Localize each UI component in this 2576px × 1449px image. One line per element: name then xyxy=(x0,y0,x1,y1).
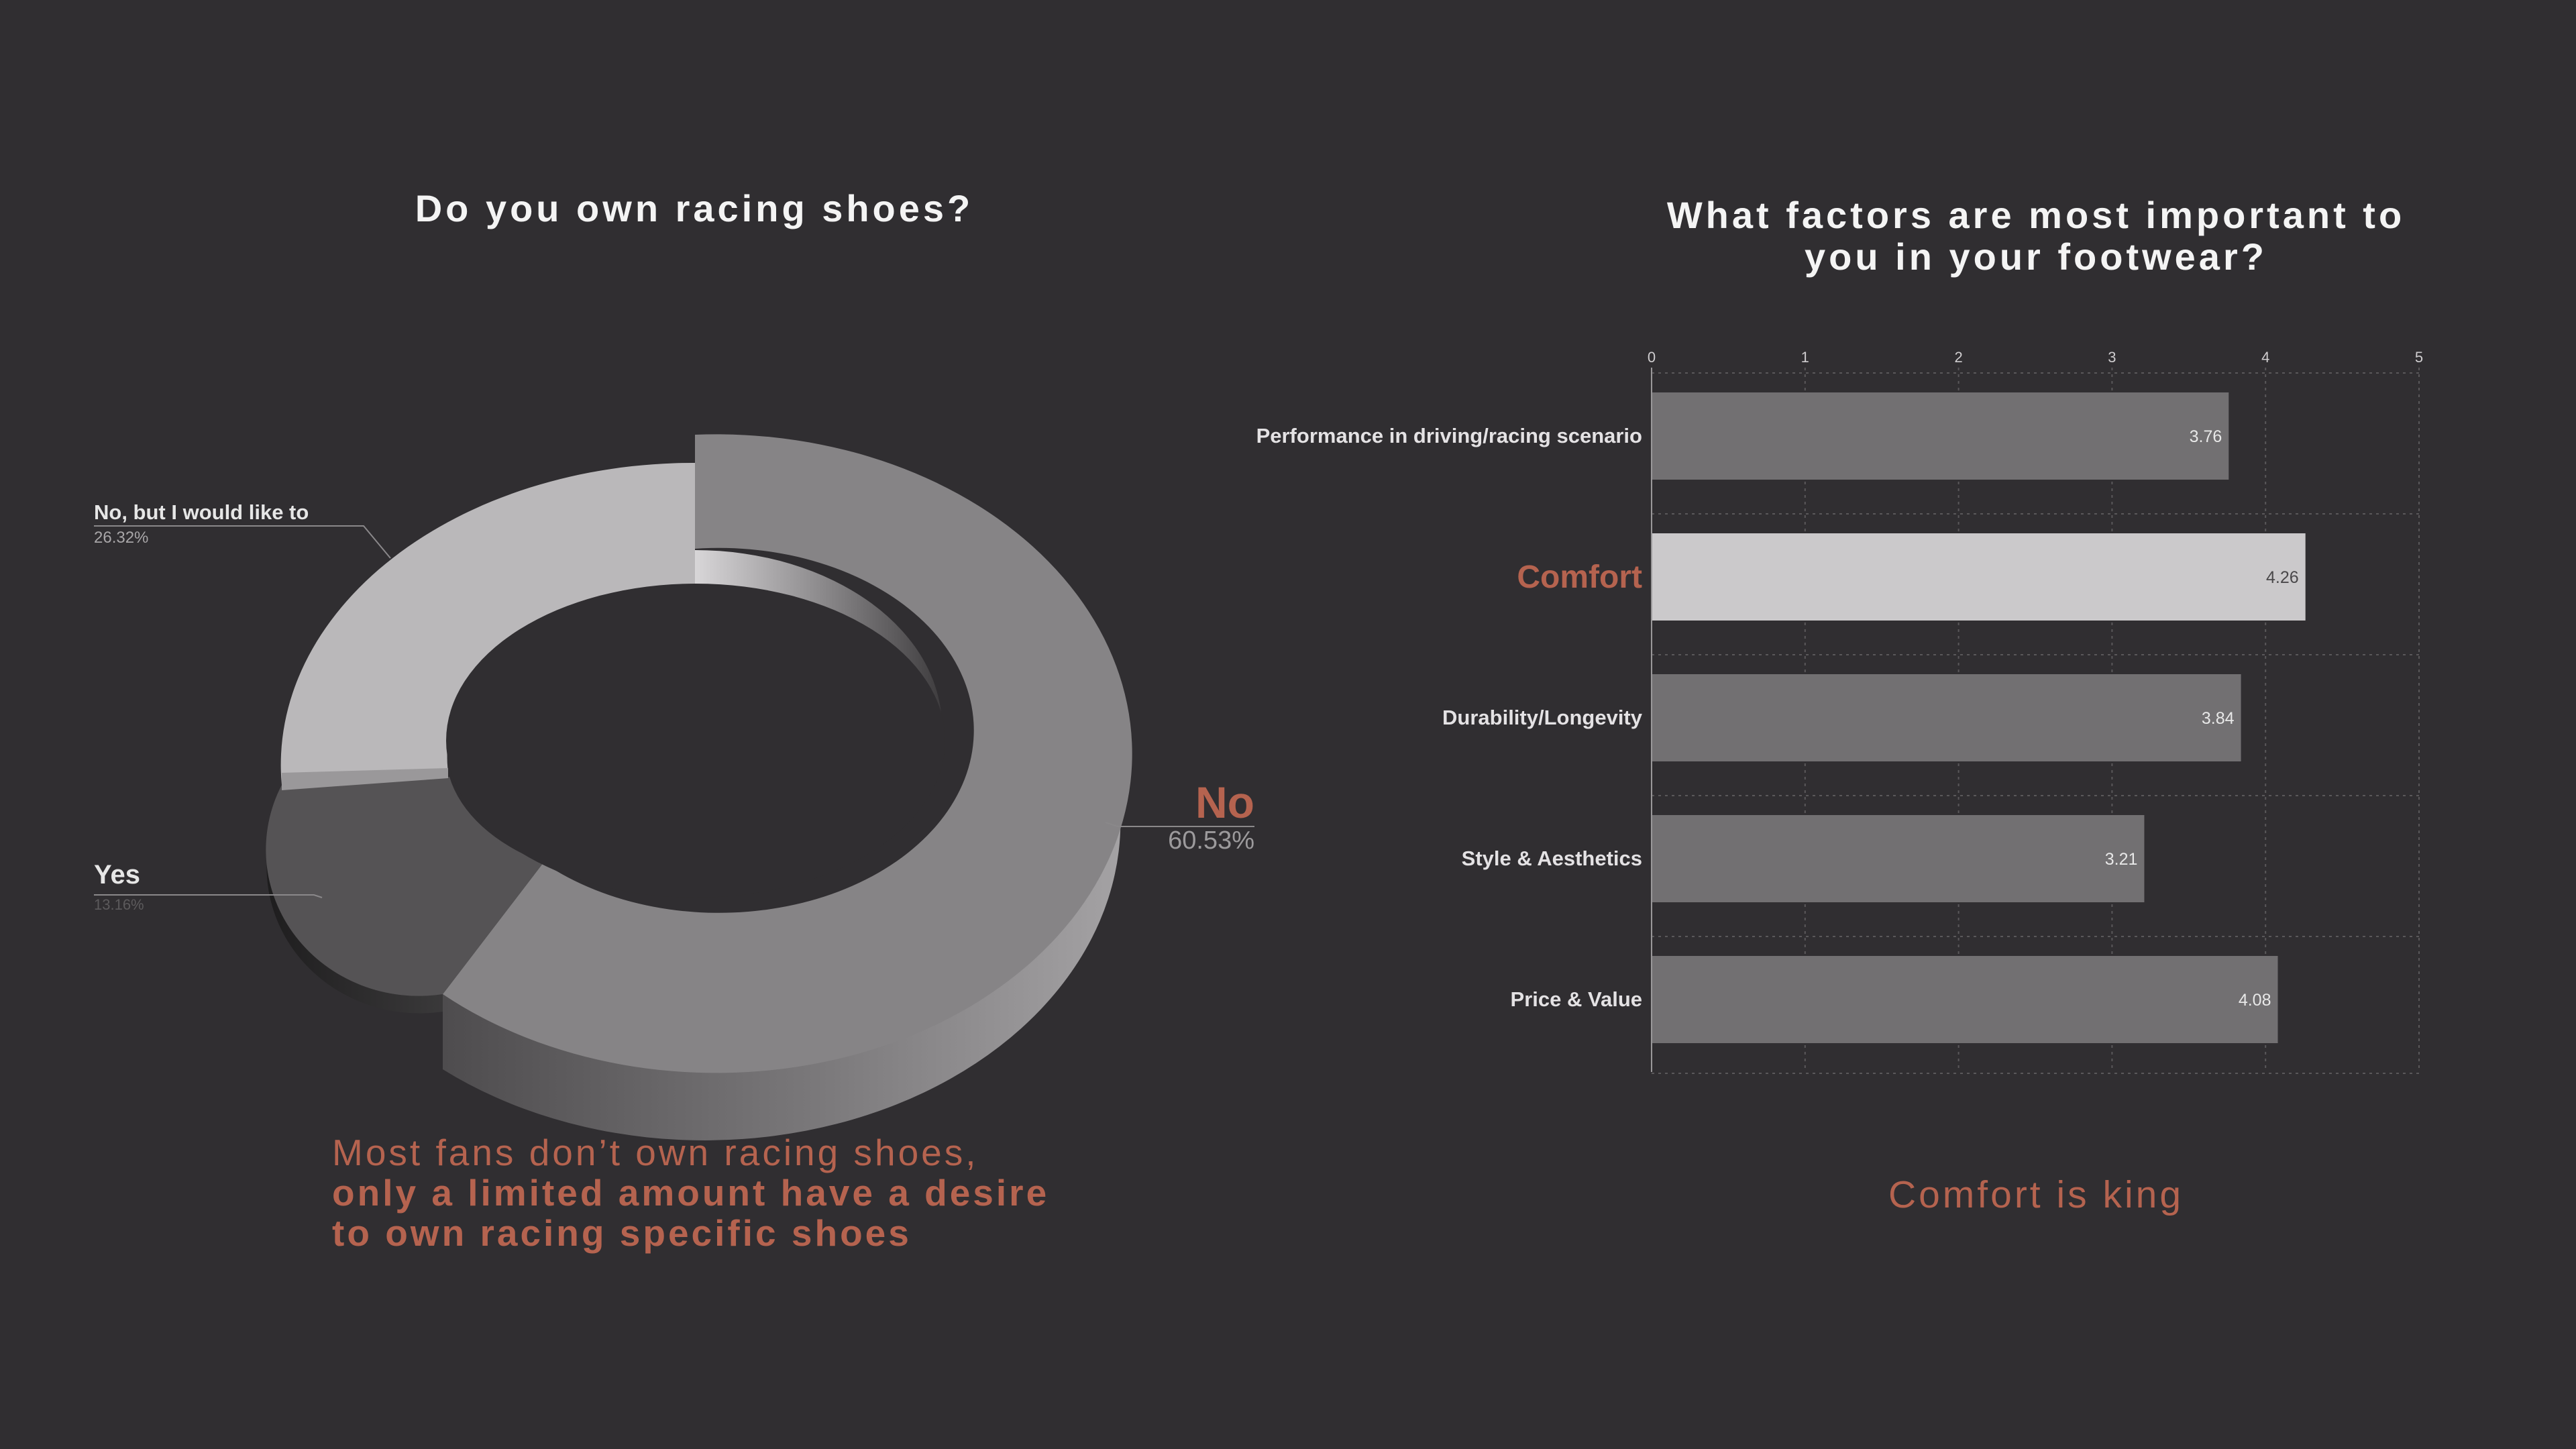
pie-slice-no-side xyxy=(443,724,1121,1140)
bar-2 xyxy=(1652,674,2241,761)
pie-slice-no xyxy=(443,434,1132,1073)
category-label: Comfort xyxy=(1517,559,1642,595)
category-label: Durability/Longevity xyxy=(1442,706,1643,729)
pie-slice-like xyxy=(280,462,696,785)
bar-chart-title-line1: What factors are most important to xyxy=(1666,194,2406,236)
pie-value-no: 60.53% xyxy=(1168,826,1254,855)
pie-caption-line1: Most fans don’t own racing shoes, xyxy=(332,1132,979,1173)
leader-line-yes xyxy=(94,894,323,898)
x-tick-label: 2 xyxy=(1954,349,1962,366)
category-label: Performance in driving/racing scenario xyxy=(1256,424,1642,447)
bar-1 xyxy=(1652,533,2306,621)
bar-chart-title-line2: you in your footwear? xyxy=(1805,235,2267,278)
pie-caption-line2: only a limited amount have a desire xyxy=(332,1172,1050,1214)
x-tick-label: 5 xyxy=(2415,349,2423,366)
pie-label-like: No, but I would like to xyxy=(94,500,309,524)
bar-3 xyxy=(1652,815,2145,902)
bar-value-label: 3.76 xyxy=(2190,427,2222,446)
category-label: Price & Value xyxy=(1511,987,1642,1011)
pie-label-no: No xyxy=(1195,777,1254,827)
leader-line-no xyxy=(1105,822,1254,827)
bar-4 xyxy=(1652,956,2278,1043)
pie-caption: Most fans don’t own racing shoes, only a… xyxy=(332,1132,1204,1253)
category-label: Style & Aesthetics xyxy=(1462,847,1642,870)
pie-caption-line3: to own racing specific shoes xyxy=(332,1212,912,1254)
x-tick-label: 1 xyxy=(1801,349,1809,366)
bar-caption: Comfort is king xyxy=(1888,1173,2184,1216)
pie-slice-like-edge xyxy=(282,768,448,790)
bar-value-label: 3.84 xyxy=(2202,709,2235,728)
bar-value-label: 3.21 xyxy=(2105,850,2138,869)
x-tick-label: 4 xyxy=(2261,349,2269,366)
bar-value-label: 4.26 xyxy=(2266,568,2299,587)
pie-slice-yes xyxy=(266,777,543,996)
x-tick-label: 3 xyxy=(2108,349,2116,366)
donut-hole xyxy=(446,584,945,898)
x-tick-label: 0 xyxy=(1648,349,1656,366)
bar-0 xyxy=(1652,392,2229,480)
leader-line-like xyxy=(94,525,391,559)
pie-label-yes: Yes xyxy=(94,860,140,890)
bar-chart-title: What factors are most important to you i… xyxy=(1583,195,2489,278)
pie-value-like: 26.32% xyxy=(94,529,149,547)
pie-chart-title: Do you own racing shoes? xyxy=(415,187,974,229)
pie-value-yes: 13.16% xyxy=(94,896,144,913)
bar-value-label: 4.08 xyxy=(2239,991,2271,1010)
pie-slice-yes-side xyxy=(266,785,443,1014)
